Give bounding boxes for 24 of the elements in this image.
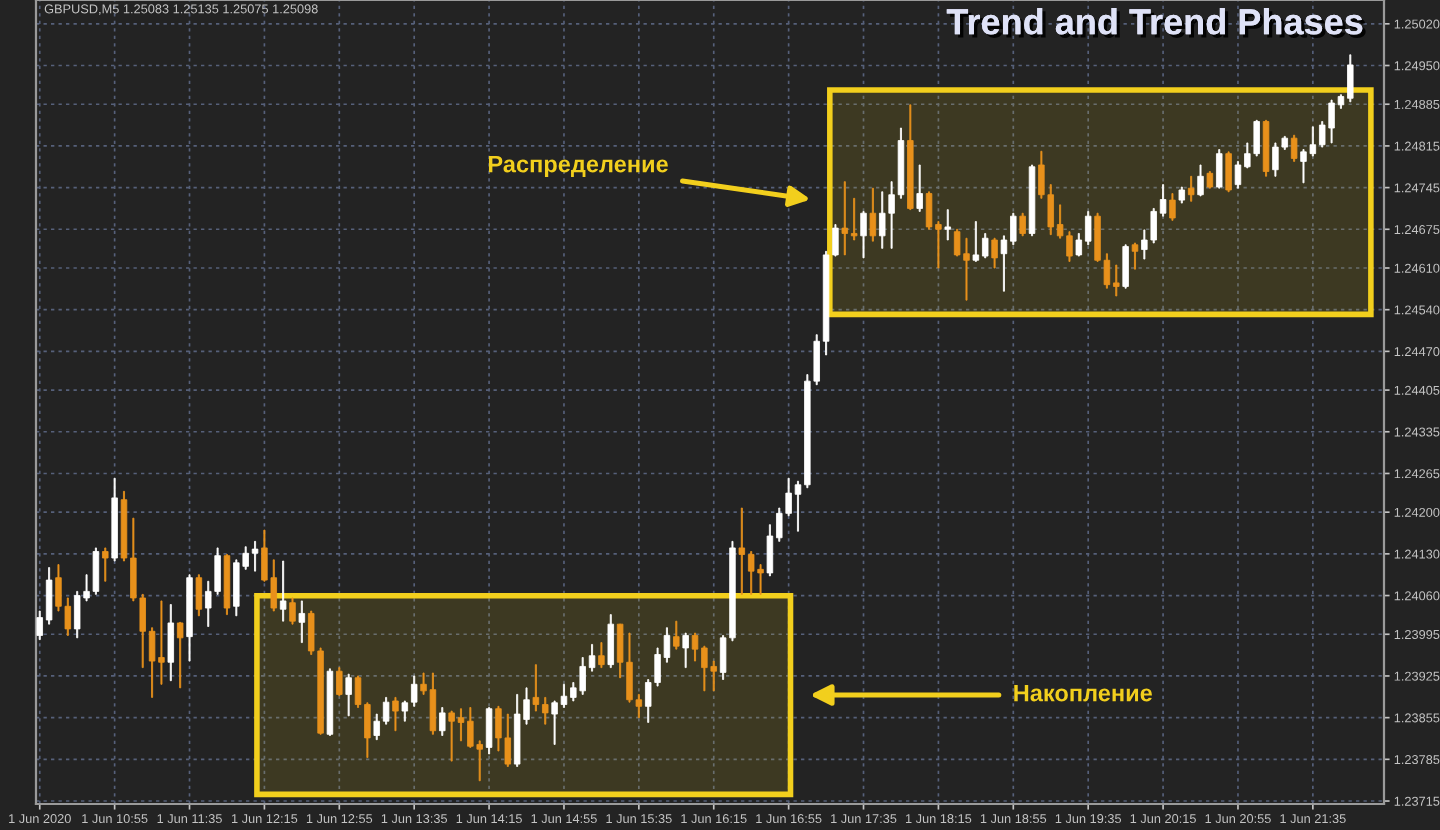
candlestick — [1178, 186, 1186, 204]
candlestick — [907, 104, 914, 211]
candlestick — [673, 620, 680, 650]
candlestick — [102, 547, 109, 582]
candlestick — [345, 673, 352, 717]
candlestick — [289, 597, 296, 625]
candlestick — [860, 211, 867, 259]
candlestick — [916, 164, 923, 212]
candlestick — [944, 209, 951, 241]
candlestick — [298, 600, 306, 644]
candlestick — [279, 560, 287, 622]
band-label: Распределение — [488, 155, 668, 178]
candlestick — [682, 632, 689, 669]
candlestick — [111, 477, 118, 562]
candlestick — [1169, 193, 1176, 221]
candlestick — [186, 574, 193, 662]
candlestick — [598, 642, 605, 669]
chart-title: Trend and Trend Phases — [946, 8, 1366, 38]
candlestick — [991, 237, 998, 269]
candlestick — [392, 696, 399, 732]
candlestick — [1187, 175, 1195, 202]
band-label: Накопление — [1014, 684, 1152, 702]
candlestick — [1197, 164, 1204, 197]
candlestick — [176, 621, 184, 689]
